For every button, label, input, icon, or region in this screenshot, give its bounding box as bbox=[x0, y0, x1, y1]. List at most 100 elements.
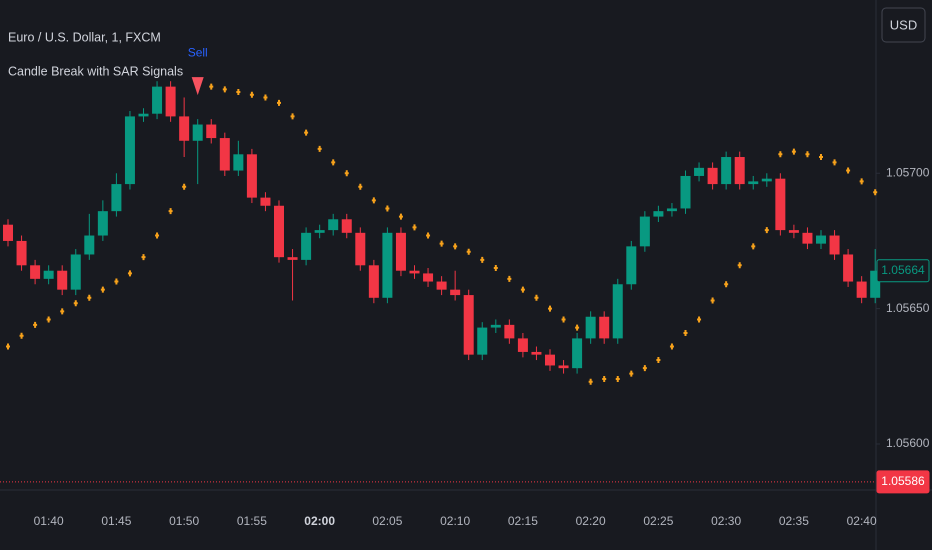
candle-body bbox=[152, 86, 163, 114]
candle-body bbox=[246, 154, 257, 198]
candle-body bbox=[843, 254, 854, 282]
sar-dot bbox=[873, 189, 878, 196]
candle-body bbox=[355, 232, 366, 266]
candle-body bbox=[639, 216, 650, 247]
sar-dot bbox=[182, 183, 187, 190]
candle-body bbox=[179, 116, 190, 141]
x-tick-label: 02:00 bbox=[304, 514, 335, 528]
candle-body bbox=[653, 211, 664, 217]
sar-dot bbox=[426, 232, 431, 239]
sar-dot bbox=[534, 294, 539, 301]
sar-dot bbox=[805, 151, 810, 158]
sar-dot bbox=[60, 308, 65, 315]
candle-body bbox=[829, 235, 840, 255]
sar-dot bbox=[751, 243, 756, 250]
chart-title: Euro / U.S. Dollar, 1, FXCM bbox=[8, 30, 161, 44]
x-tick-label: 02:35 bbox=[779, 514, 809, 528]
candle-body bbox=[721, 157, 732, 185]
sar-dot bbox=[697, 316, 702, 323]
candle-body bbox=[545, 354, 555, 366]
sar-dot bbox=[33, 321, 38, 328]
candle-body bbox=[84, 235, 95, 255]
sar-dot bbox=[19, 332, 24, 339]
candle-body bbox=[206, 124, 217, 139]
x-tick-label: 01:40 bbox=[34, 514, 64, 528]
sar-dot bbox=[114, 278, 119, 285]
candle-body bbox=[423, 273, 434, 282]
sar-dot bbox=[73, 300, 78, 307]
price-tag-label: 1.05586 bbox=[881, 474, 925, 488]
sar-dot bbox=[290, 113, 295, 120]
sar-dot bbox=[764, 227, 769, 234]
sar-dot bbox=[561, 316, 566, 323]
candle-body bbox=[490, 324, 501, 328]
candle-body bbox=[274, 205, 284, 258]
sar-dot bbox=[87, 294, 92, 301]
sar-dot bbox=[222, 86, 227, 93]
x-tick-label: 01:45 bbox=[101, 514, 131, 528]
x-tick-label: 02:10 bbox=[440, 514, 470, 528]
x-tick-label: 02:30 bbox=[711, 514, 741, 528]
candle-body bbox=[572, 338, 583, 369]
sar-dot bbox=[615, 376, 620, 383]
candle-body bbox=[558, 365, 569, 369]
x-tick-label: 01:55 bbox=[237, 514, 267, 528]
candle-body bbox=[219, 138, 230, 171]
sar-dot bbox=[100, 286, 105, 293]
x-tick-label: 02:20 bbox=[576, 514, 606, 528]
candle-body bbox=[328, 219, 339, 231]
candle-body bbox=[477, 327, 488, 355]
candle-body bbox=[395, 232, 406, 271]
candle-body bbox=[341, 219, 352, 233]
candle-body bbox=[517, 338, 528, 352]
sar-dot bbox=[304, 129, 309, 136]
candle-body bbox=[436, 281, 447, 290]
sar-dot bbox=[453, 243, 458, 250]
price-tag bbox=[876, 470, 930, 494]
candle-body bbox=[192, 124, 203, 141]
sar-dot bbox=[737, 262, 742, 269]
x-tick-label: 02:15 bbox=[508, 514, 538, 528]
sar-dot bbox=[277, 99, 281, 106]
sar-dot bbox=[656, 357, 661, 364]
candle-body bbox=[287, 257, 298, 260]
candle-body bbox=[165, 86, 176, 117]
currency-label[interactable]: USD bbox=[890, 17, 917, 32]
sar-dot bbox=[602, 376, 607, 383]
x-tick-label: 01:50 bbox=[169, 514, 199, 528]
sar-dot bbox=[480, 256, 485, 263]
sar-dot bbox=[520, 286, 525, 293]
candle-body bbox=[870, 270, 881, 298]
candle-body bbox=[70, 254, 81, 290]
sar-dot bbox=[236, 89, 241, 96]
candle-body bbox=[43, 270, 54, 279]
candle-body bbox=[463, 295, 474, 355]
sar-dot bbox=[493, 265, 498, 272]
candle-body bbox=[314, 230, 325, 233]
sar-dot bbox=[127, 270, 132, 277]
candle-body bbox=[409, 270, 420, 274]
currency-button[interactable] bbox=[881, 7, 926, 43]
sar-dot bbox=[412, 224, 417, 231]
sar-dot bbox=[819, 154, 823, 161]
sar-dot bbox=[6, 343, 10, 350]
sar-dot bbox=[724, 281, 729, 288]
sar-dot bbox=[791, 148, 796, 155]
candle-body bbox=[368, 265, 379, 298]
candle-body bbox=[16, 240, 27, 266]
y-tick-label: 1.05600 bbox=[886, 436, 930, 450]
sar-dot bbox=[141, 254, 146, 261]
candle-body bbox=[531, 351, 542, 355]
candle-body bbox=[504, 324, 515, 339]
indicator-name: Candle Break with SAR Signals bbox=[8, 64, 183, 78]
candle-body bbox=[761, 178, 772, 182]
candle-body bbox=[816, 235, 826, 244]
sar-dot bbox=[209, 83, 214, 90]
sar-dot bbox=[466, 248, 471, 255]
candle-body bbox=[233, 154, 244, 171]
sar-dot bbox=[859, 178, 864, 185]
x-tick-label: 02:05 bbox=[372, 514, 402, 528]
sar-dot bbox=[371, 197, 376, 204]
